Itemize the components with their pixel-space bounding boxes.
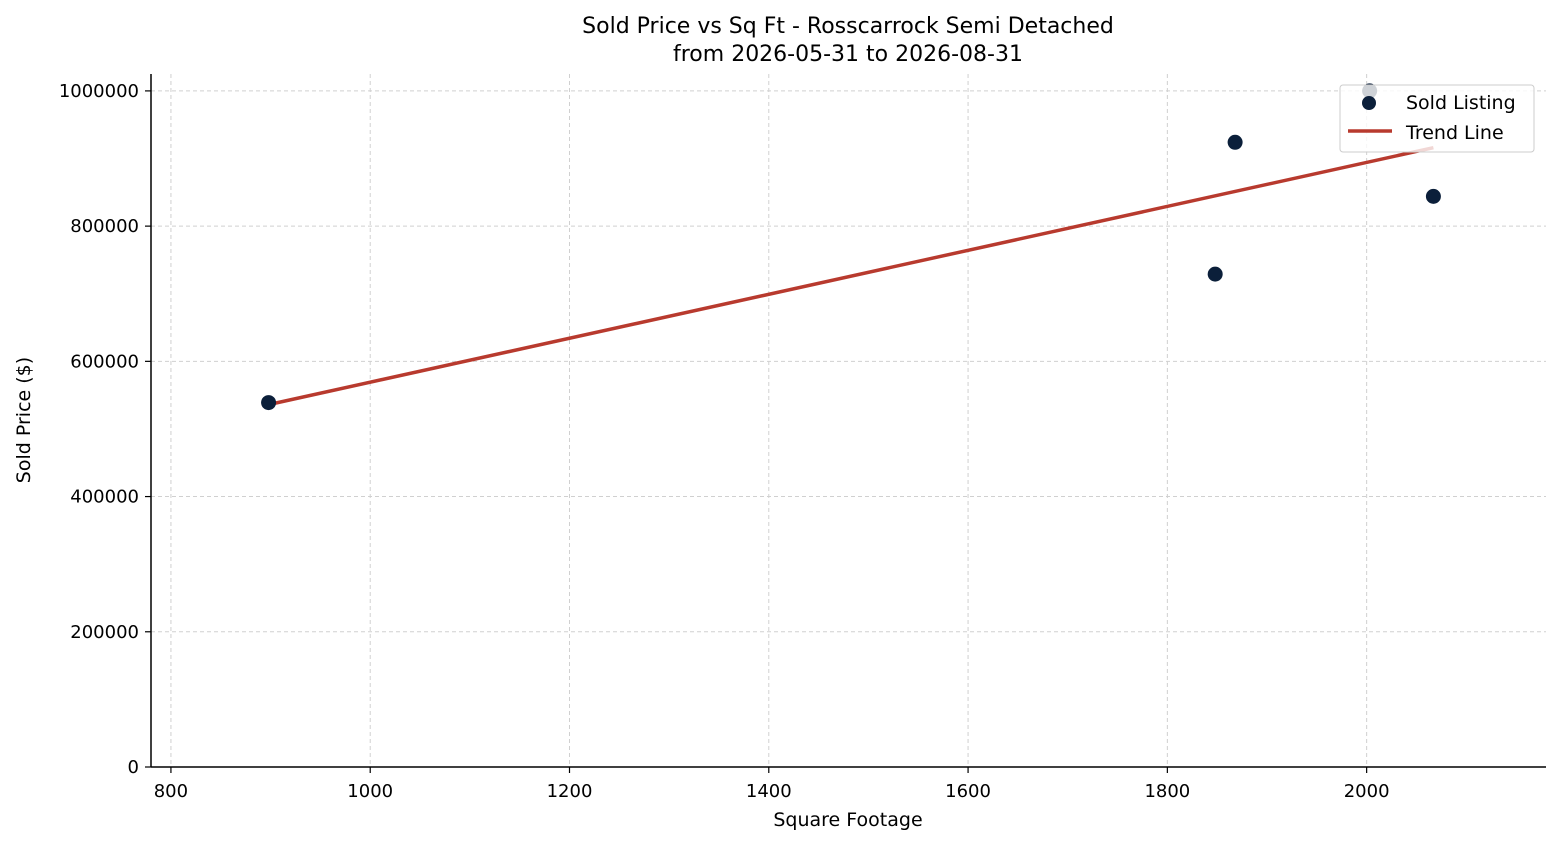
y-tick-label: 800000 <box>70 216 139 237</box>
data-point <box>1227 134 1243 150</box>
ticks-layer: 800 1000 1200 1400 1600 1800 2000 0 200000 400000… <box>59 81 1390 802</box>
x-tick-label: 1200 <box>547 781 593 802</box>
y-tick-label: 0 <box>128 757 139 778</box>
grid-layer <box>151 74 1546 768</box>
x-tick-label: 2000 <box>1344 781 1390 802</box>
x-tick-label: 1400 <box>746 781 792 802</box>
legend-label-trend-line: Trend Line <box>1405 122 1504 144</box>
x-tick-label: 1000 <box>347 781 393 802</box>
data-point <box>1425 188 1441 204</box>
y-tick-label: 200000 <box>70 622 139 643</box>
legend-label-sold-listing: Sold Listing <box>1406 92 1516 114</box>
chart-title: Sold Price vs Sq Ft - Rosscarrock Semi D… <box>582 14 1114 39</box>
y-tick-label: 1000000 <box>59 81 139 102</box>
legend-marker-sold-listing <box>1362 96 1376 110</box>
legend-box <box>1339 84 1535 153</box>
legend: Sold Listing Trend Line <box>1339 84 1535 153</box>
x-tick-label: 1800 <box>1144 781 1190 802</box>
x-tick-label: 800 <box>154 781 188 802</box>
x-tick-label: 1600 <box>945 781 991 802</box>
data-point <box>1207 266 1223 282</box>
x-axis-label: Square Footage <box>773 809 922 831</box>
y-tick-label: 600000 <box>70 351 139 372</box>
chart-subtitle: from 2026-05-31 to 2026-08-31 <box>673 42 1023 67</box>
trend-line <box>268 145 1434 407</box>
y-tick-label: 400000 <box>70 487 139 508</box>
data-point <box>261 395 277 411</box>
y-axis-label: Sold Price ($) <box>13 357 35 483</box>
